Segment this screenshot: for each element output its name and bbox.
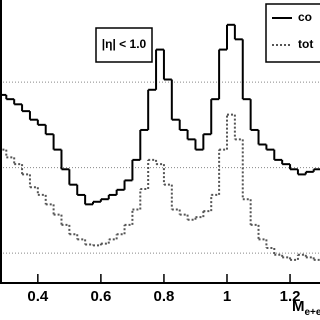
annotation: |η| < 1.0 <box>102 37 147 51</box>
legend-box <box>265 3 320 63</box>
x-axis-label: Me+e <box>292 298 320 318</box>
x-label-main: M <box>292 298 305 315</box>
x-label-sub: e+e <box>305 307 320 318</box>
legend-label: co <box>298 10 312 24</box>
x-tick-label: 0.8 <box>154 288 175 305</box>
annotation-box <box>95 27 153 63</box>
x-tick-label: 1 <box>223 288 231 305</box>
x-tick-label: 0.4 <box>27 288 49 305</box>
x-tick-label: 1.2 <box>280 288 301 305</box>
x-tick-label: 0.6 <box>90 288 111 305</box>
legend-label: tot <box>298 37 313 51</box>
